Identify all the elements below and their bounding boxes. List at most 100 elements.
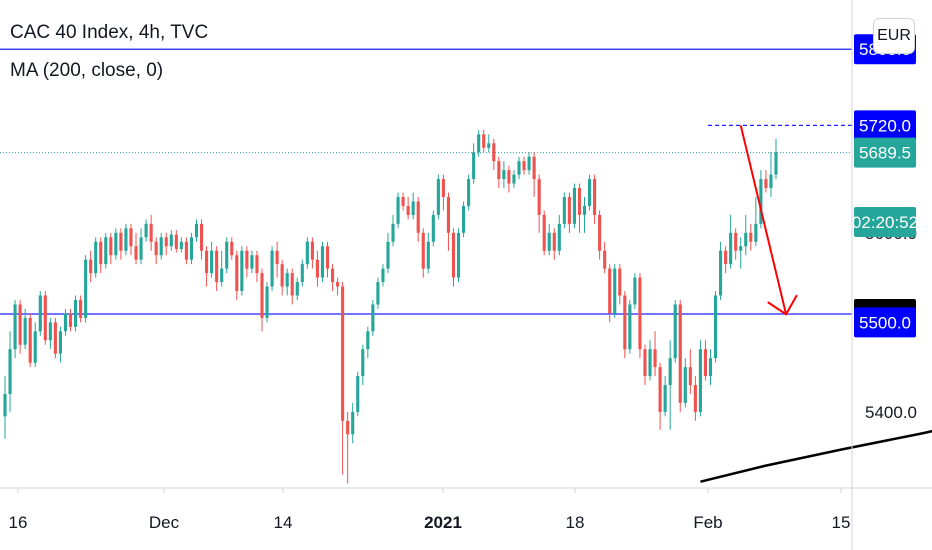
candle-body[interactable]	[134, 246, 138, 260]
candle-body[interactable]	[406, 205, 410, 215]
candle-body[interactable]	[381, 268, 385, 283]
candle-body[interactable]	[366, 331, 370, 350]
candle-body[interactable]	[522, 161, 526, 171]
candle-body[interactable]	[426, 241, 430, 269]
candle-body[interactable]	[290, 273, 294, 296]
candle-body[interactable]	[280, 264, 284, 287]
candle-body[interactable]	[325, 246, 330, 269]
candle-body[interactable]	[749, 232, 753, 242]
candle-body[interactable]	[527, 156, 531, 171]
candle-body[interactable]	[68, 313, 73, 327]
candle-body[interactable]	[446, 196, 451, 233]
price-label-2[interactable]: 5689.5	[854, 137, 916, 168]
candle-body[interactable]	[467, 179, 471, 206]
candle-body[interactable]	[673, 304, 677, 359]
candle-body[interactable]	[416, 201, 420, 233]
price-label-1[interactable]: 5720.0	[854, 110, 916, 141]
candle-body[interactable]	[744, 232, 748, 247]
candle-body[interactable]	[356, 376, 360, 412]
candle-body[interactable]	[587, 179, 592, 206]
candle-body[interactable]	[18, 304, 22, 345]
candle-body[interactable]	[154, 241, 158, 256]
candle-body[interactable]	[572, 188, 576, 224]
candle-body[interactable]	[537, 179, 541, 215]
candle-body[interactable]	[43, 295, 47, 341]
currency-button[interactable]: EUR	[873, 18, 915, 54]
candle-body[interactable]	[235, 255, 239, 292]
candle-body[interactable]	[431, 214, 435, 242]
candle-body[interactable]	[638, 277, 642, 350]
candle-body[interactable]	[230, 241, 234, 256]
candle-body[interactable]	[275, 250, 279, 265]
candle-body[interactable]	[199, 223, 204, 251]
candle-body[interactable]	[159, 237, 163, 256]
candle-body[interactable]	[240, 250, 244, 292]
candle-body[interactable]	[451, 232, 456, 278]
candle-body[interactable]	[94, 241, 98, 274]
candle-body[interactable]	[401, 196, 405, 206]
candle-body[interactable]	[658, 367, 662, 412]
candle-body[interactable]	[421, 232, 425, 269]
candle-body[interactable]	[754, 223, 758, 242]
candle-body[interactable]	[759, 179, 763, 224]
candle-body[interactable]	[285, 273, 289, 287]
candle-body[interactable]	[169, 234, 173, 247]
candle-body[interactable]	[48, 322, 52, 341]
candle-body[interactable]	[603, 250, 607, 269]
candle-body[interactable]	[189, 237, 194, 260]
candle-body[interactable]	[708, 358, 713, 377]
candle-body[interactable]	[678, 304, 682, 403]
candle-body[interactable]	[124, 228, 128, 251]
candle-body[interactable]	[310, 241, 314, 260]
candle-body[interactable]	[300, 264, 304, 283]
candle-body[interactable]	[477, 134, 481, 153]
candle-body[interactable]	[517, 161, 521, 175]
candle-body[interactable]	[129, 228, 133, 247]
candle-body[interactable]	[149, 223, 153, 242]
candle-body[interactable]	[411, 201, 415, 215]
candle-body[interactable]	[552, 232, 556, 251]
candle-body[interactable]	[89, 259, 93, 274]
candle-body[interactable]	[361, 349, 365, 377]
candle-body[interactable]	[225, 241, 229, 269]
candle-body[interactable]	[441, 179, 445, 197]
candle-body[interactable]	[371, 304, 375, 332]
candle-body[interactable]	[164, 237, 168, 247]
ma-200-line[interactable]	[700, 309, 932, 483]
candle-body[interactable]	[769, 174, 773, 189]
candle-body[interactable]	[512, 174, 516, 184]
candle-body[interactable]	[139, 237, 143, 260]
candle-body[interactable]	[764, 179, 768, 189]
candle-body[interactable]	[456, 232, 461, 278]
candle-body[interactable]	[270, 250, 274, 287]
candle-body[interactable]	[63, 313, 68, 332]
candle-body[interactable]	[507, 170, 511, 184]
candle-body[interactable]	[643, 349, 647, 377]
candle-body[interactable]	[623, 295, 627, 350]
candle-body[interactable]	[734, 232, 738, 251]
candle-body[interactable]	[215, 250, 219, 283]
candle-body[interactable]	[305, 241, 309, 265]
candle-body[interactable]	[260, 273, 264, 318]
candle-body[interactable]	[492, 143, 496, 162]
candle-body[interactable]	[376, 282, 380, 305]
candle-body[interactable]	[28, 317, 32, 363]
candle-body[interactable]	[220, 268, 224, 283]
price-label-5[interactable]: 5500.0	[854, 307, 916, 338]
candle-body[interactable]	[174, 234, 178, 249]
candle-body[interactable]	[613, 268, 617, 314]
candle-body[interactable]	[255, 255, 259, 274]
candle-body[interactable]	[547, 232, 551, 251]
candle-body[interactable]	[557, 223, 561, 251]
candle-body[interactable]	[724, 250, 728, 265]
candle-body[interactable]	[8, 349, 12, 394]
candle-body[interactable]	[598, 214, 602, 251]
candle-body[interactable]	[179, 241, 183, 249]
candle-body[interactable]	[320, 246, 325, 278]
candle-body[interactable]	[562, 196, 566, 224]
candle-body[interactable]	[114, 232, 118, 256]
candle-body[interactable]	[341, 286, 345, 421]
candle-body[interactable]	[396, 196, 400, 224]
candle-body[interactable]	[245, 250, 249, 269]
